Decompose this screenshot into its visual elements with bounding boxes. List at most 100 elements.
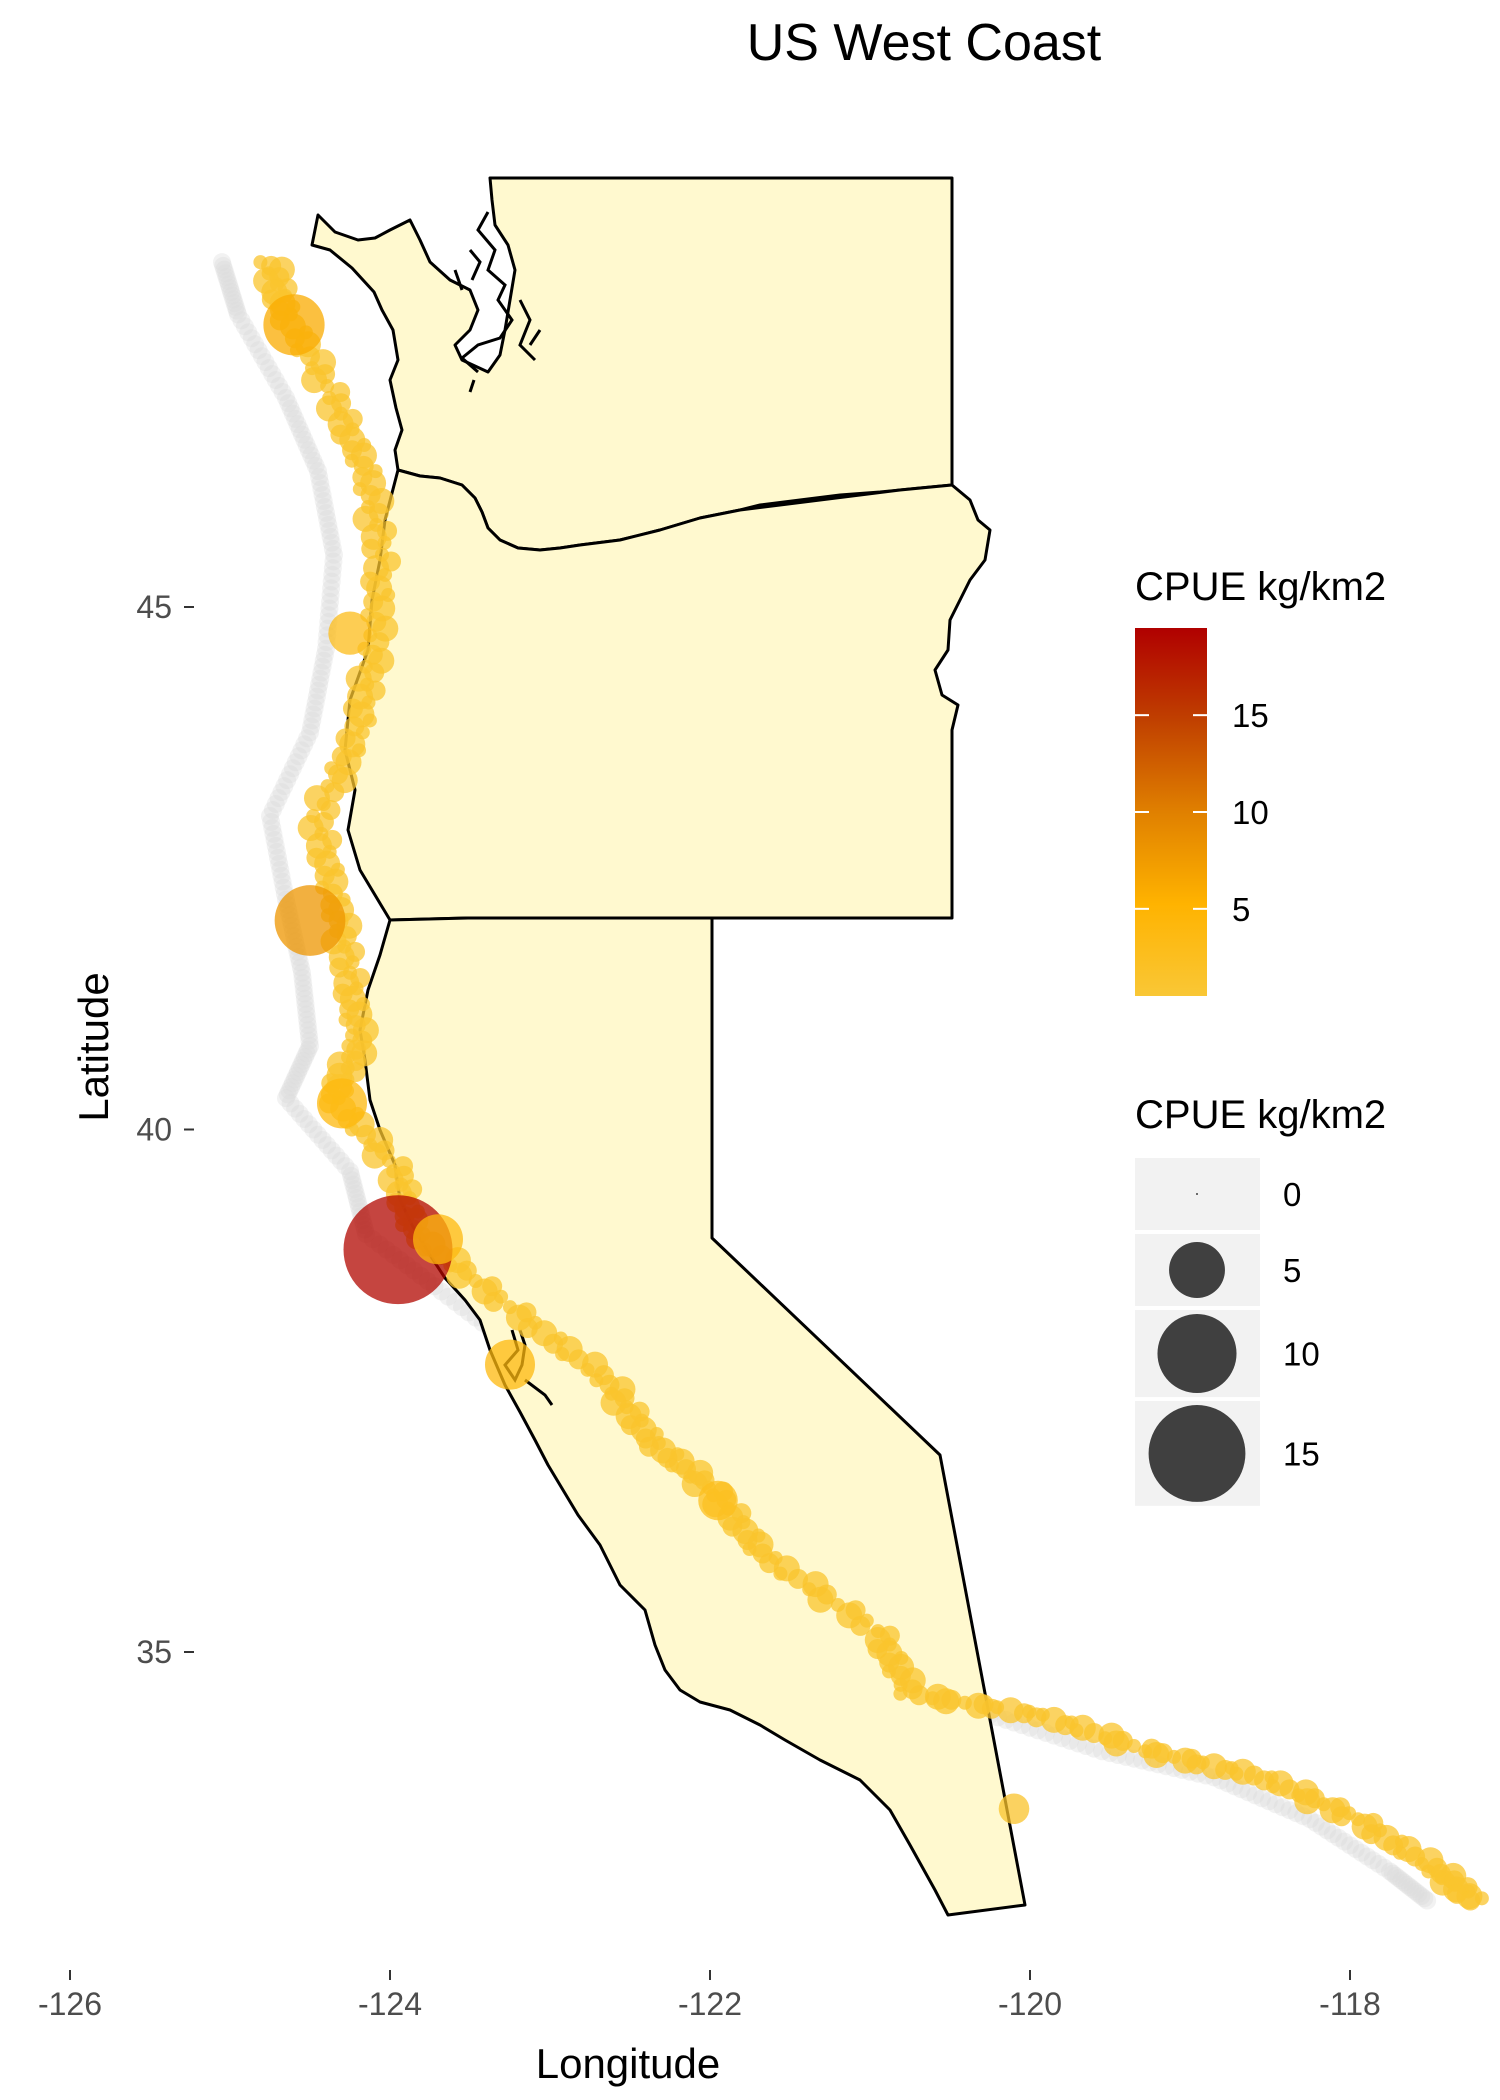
survey-point-zero [293, 963, 311, 982]
x-axis-title: Longitude [536, 2040, 721, 2087]
survey-point-zero [266, 836, 285, 855]
survey-point-zero [304, 451, 323, 470]
cpue-bubble [998, 1793, 1030, 1825]
survey-point-zero [272, 783, 291, 802]
survey-point-zero [304, 1120, 323, 1139]
survey-point-zero [263, 818, 282, 837]
survey-point-zero [270, 854, 289, 873]
size-key-circle [1196, 1193, 1198, 1195]
survey-point-zero [297, 436, 316, 455]
x-tick-label: -118 [1319, 1986, 1381, 2022]
survey-point-zero [1395, 1873, 1414, 1892]
cpue-point-small [1392, 1845, 1407, 1860]
survey-point-zero [344, 1175, 363, 1194]
survey-point-zero [1409, 1884, 1428, 1903]
puget-sound-islands [453, 211, 542, 393]
survey-point-zero [1335, 1832, 1354, 1851]
survey-point-zero [213, 253, 231, 272]
cpue-point-small [555, 1347, 570, 1362]
survey-point-zero [261, 807, 279, 825]
survey-point-zero [305, 699, 324, 718]
survey-point-zero [1369, 1854, 1388, 1873]
survey-point-zero [253, 347, 271, 366]
cpue-bubble [413, 1214, 463, 1265]
survey-point-zero [310, 468, 329, 487]
survey-point-zero [285, 1070, 304, 1089]
survey-point-zero [286, 753, 305, 772]
cpue-bubble [328, 611, 372, 655]
survey-point-zero [283, 404, 302, 423]
survey-point-zero [318, 1136, 337, 1155]
survey-point-zero [296, 995, 315, 1014]
survey-point-zero [256, 353, 275, 372]
survey-point-zero [321, 527, 340, 546]
cpue-point-small [850, 1615, 871, 1636]
survey-point-zero [317, 503, 335, 522]
survey-point-zero [287, 1066, 306, 1085]
size-key-circle [1157, 1314, 1237, 1394]
survey-point-zero [331, 1151, 350, 1170]
survey-point-zero [349, 1193, 367, 1212]
survey-point-zero [242, 329, 261, 348]
survey-point-zero [313, 657, 332, 676]
survey-point-zero [310, 675, 329, 694]
survey-point-zero [312, 663, 331, 682]
y-axis-title: Latitude [70, 972, 117, 1121]
survey-point-zero [263, 365, 282, 384]
survey-point-zero [309, 462, 327, 481]
survey-point-zero [1085, 1739, 1103, 1758]
survey-point-zero [1392, 1871, 1411, 1890]
y-axis-ticks: 35 40 45 [136, 589, 194, 1670]
survey-point-zero [246, 335, 265, 354]
survey-point-zero [286, 1099, 305, 1118]
survey-point-zero [307, 687, 326, 706]
cpue-point-small [1265, 1779, 1280, 1794]
survey-point-zero [299, 1040, 318, 1059]
survey-point-zero [295, 1048, 314, 1067]
survey-point-zero [320, 521, 339, 540]
size-legend-title: CPUE kg/km2 [1135, 1093, 1386, 1137]
survey-point-zero [293, 968, 312, 987]
survey-point-zero [324, 552, 343, 571]
survey-point-zero [297, 1044, 316, 1063]
states-layer [310, 176, 1027, 1917]
survey-point-zero [217, 268, 236, 287]
survey-point-zero [306, 456, 325, 475]
survey-point-zero [301, 1036, 319, 1055]
survey-point-zero [239, 323, 258, 342]
survey-point-zero [295, 1110, 314, 1129]
cpue-point-small [1127, 1739, 1141, 1754]
survey-point-zero [304, 705, 323, 724]
cpue-point-small [1103, 1730, 1130, 1757]
x-tick-label: -126 [38, 1986, 102, 2022]
survey-point-zero [294, 1051, 313, 1070]
survey-point-zero [269, 789, 288, 808]
survey-point-zero [322, 533, 341, 552]
survey-point-zero [1329, 1828, 1348, 1847]
x-axis-ticks: -126-124-122-120-118-116 [38, 1970, 1381, 2022]
cpue-bubble [317, 1078, 367, 1129]
survey-point-zero [290, 1104, 309, 1123]
survey-point-zero [299, 1115, 318, 1134]
survey-point-zero [1415, 1889, 1434, 1908]
cpue-bubble [698, 1480, 738, 1521]
cpue-point-small [1294, 1788, 1321, 1815]
survey-point-zero [439, 1287, 458, 1306]
size-key-label: 0 [1283, 1176, 1301, 1213]
survey-point-zero [223, 286, 242, 305]
survey-point-zero [322, 572, 341, 591]
survey-point-zero [273, 872, 292, 891]
survey-point-zero [216, 264, 235, 283]
survey-point-zero [343, 1171, 362, 1190]
survey-point-zero [267, 842, 286, 861]
y-tick-label: 40 [136, 1112, 172, 1148]
survey-point-zero [1125, 1749, 1143, 1768]
color-tick-label: 15 [1232, 697, 1269, 734]
survey-point-zero [446, 1292, 465, 1311]
survey-point-zero [218, 271, 237, 290]
survey-point-zero [323, 539, 342, 558]
survey-point-zero [263, 801, 282, 820]
survey-point-zero [311, 474, 330, 493]
color-tick-label: 10 [1232, 794, 1269, 831]
survey-point-zero [1232, 1780, 1251, 1799]
